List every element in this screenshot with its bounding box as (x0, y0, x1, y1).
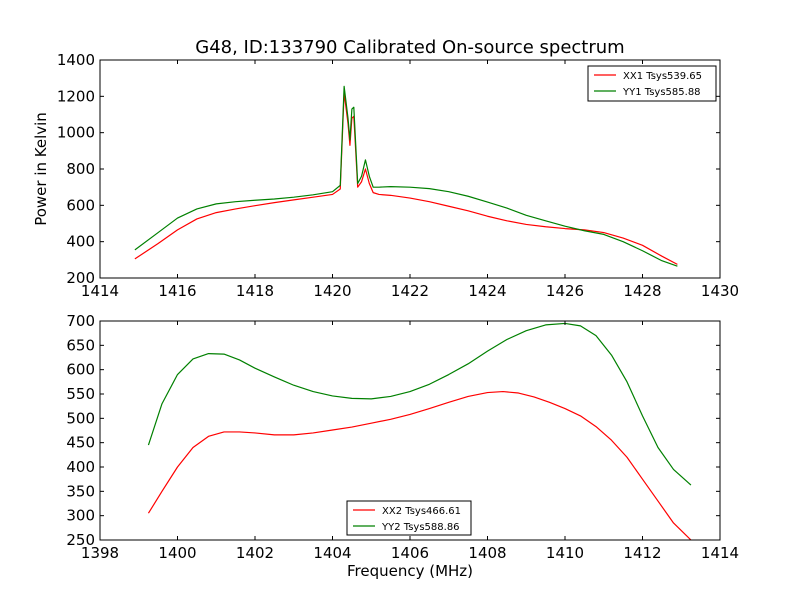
legend-box (346, 500, 472, 536)
legend-label: XX1 Tsys539.65 (623, 71, 702, 82)
legend-1: XX1 Tsys539.65 YY1 Tsys585.88 (587, 65, 717, 102)
x-tick-label: 1402 (236, 544, 274, 562)
series-line-1-2 (134, 85, 678, 267)
x-tick-label: 1420 (313, 282, 351, 300)
legend-label: YY2 Tsys588.86 (381, 522, 460, 533)
y-tick-label: 600 (66, 196, 95, 214)
x-tick-label: 1410 (546, 544, 584, 562)
series-line-1-1 (134, 92, 678, 265)
x-tick-label: 1398 (81, 544, 119, 562)
y-tick-label: 500 (66, 409, 95, 427)
y-axis-label: Power in Kelvin (32, 112, 50, 226)
series-line-2-1 (147, 390, 692, 540)
y-tick-label: 1000 (57, 124, 95, 142)
x-tick-label: 1422 (391, 282, 429, 300)
y-tick-label: 1400 (57, 51, 95, 69)
y-tick-label: 250 (66, 531, 95, 549)
legend-label: YY1 Tsys585.88 (622, 87, 701, 98)
x-tick-label: 1430 (701, 282, 739, 300)
y-tick-label: 600 (66, 361, 95, 379)
y-tick-label: 1200 (57, 87, 95, 105)
y-tick-label: 700 (66, 312, 95, 330)
x-tick-label: 1414 (81, 282, 119, 300)
figure-title: G48, ID:133790 Calibrated On-source spec… (195, 37, 624, 58)
chart-panel-1: 1414 1416 1418 1420 1422 1424 1426 1428 1430 200 4… (32, 51, 739, 300)
x-tick-label: 1414 (701, 544, 739, 562)
legend-box (587, 65, 717, 102)
legend-2: XX2 Tsys466.61 YY2 Tsys588.86 (346, 500, 472, 536)
y-tick-label: 450 (66, 434, 95, 452)
chart-panel-2: 1398 1400 1402 1404 1406 1408 1410 1412 1414 250 3… (66, 312, 739, 580)
x-tick-label: 1424 (468, 282, 506, 300)
y-tick-label: 300 (66, 507, 95, 525)
x-tick-label: 1418 (236, 282, 274, 300)
x-tick-label: 1406 (391, 544, 429, 562)
x-tick-label: 1400 (158, 544, 196, 562)
y-tick-label: 650 (66, 336, 95, 354)
x-tick-label: 1408 (468, 544, 506, 562)
y-tick-label: 400 (66, 233, 95, 251)
x-tick-label: 1428 (623, 282, 661, 300)
y-tick-label: 550 (66, 385, 95, 403)
y-tick-label: 800 (66, 160, 95, 178)
x-axis-label: Frequency (MHz) (347, 562, 473, 580)
y-tick-label: 200 (66, 269, 95, 287)
x-tick-label: 1404 (313, 544, 351, 562)
x-tick-label: 1426 (546, 282, 584, 300)
series-line-2-2 (147, 322, 692, 486)
x-tick-label: 1412 (623, 544, 661, 562)
x-tick-label: 1416 (158, 282, 196, 300)
y-tick-label: 350 (66, 482, 95, 500)
y-tick-label: 400 (66, 458, 95, 476)
legend-label: XX2 Tsys466.61 (382, 506, 461, 517)
